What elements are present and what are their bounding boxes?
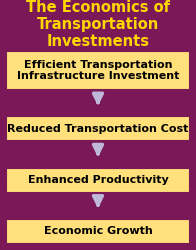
- Text: Enhanced Productivity: Enhanced Productivity: [28, 175, 168, 185]
- FancyBboxPatch shape: [6, 219, 190, 244]
- FancyBboxPatch shape: [6, 51, 190, 90]
- FancyBboxPatch shape: [6, 168, 190, 192]
- Text: Economic Growth: Economic Growth: [44, 226, 152, 236]
- Text: Reduced Transportation Cost: Reduced Transportation Cost: [7, 124, 189, 134]
- Text: Efficient Transportation
Infrastructure Investment: Efficient Transportation Infrastructure …: [17, 60, 179, 82]
- FancyBboxPatch shape: [6, 116, 190, 141]
- Text: The Economics of
Transportation
Investments: The Economics of Transportation Investme…: [26, 0, 170, 50]
